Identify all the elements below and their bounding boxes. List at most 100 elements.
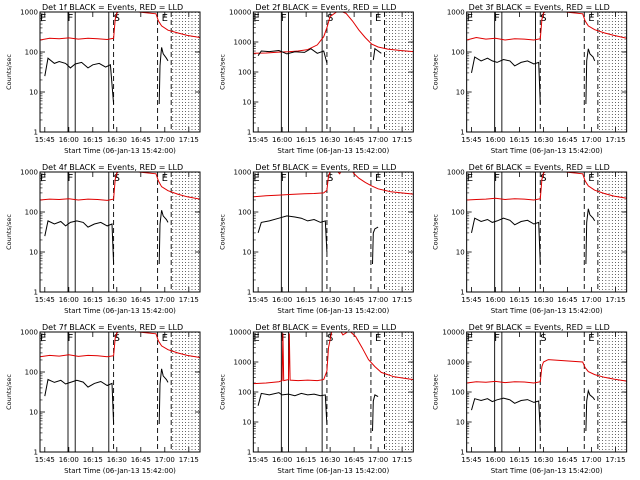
det2-ylabel: Counts/sec xyxy=(218,54,226,90)
det2-series-events-black xyxy=(257,47,382,64)
det1-xtick-label: 16:45 xyxy=(131,136,151,144)
det6-xlabel: Start Time (06-Jan-13 15:42:00) xyxy=(491,307,603,315)
det4-ytick-label: 100 xyxy=(25,209,38,217)
det7-flag-s: S xyxy=(114,333,120,344)
det4-xtick-label: 15:45 xyxy=(35,296,55,304)
det5-xtick-label: 17:00 xyxy=(368,296,388,304)
det8-ylabel: Counts/sec xyxy=(218,374,226,410)
det5-panel: Det 5f BLACK = Events, RED = LLD Counts/s… xyxy=(218,163,414,315)
det3-title: Det 3f BLACK = Events, RED = LLD xyxy=(469,3,610,12)
det9-xtick-label: 15:45 xyxy=(461,456,481,464)
det7-panel: Det 7f BLACK = Events, RED = LLD Counts/s… xyxy=(5,323,201,475)
det4-xtick-label: 16:15 xyxy=(83,296,103,304)
det5-xtick-label: 16:15 xyxy=(296,296,316,304)
det6-flag-e: E xyxy=(467,173,473,184)
det6-xtick-label: 15:45 xyxy=(461,296,481,304)
det7-xtick-label: 16:00 xyxy=(59,456,79,464)
det8-ytick-label: 10000 xyxy=(229,329,251,337)
det2-ytick-label: 1000 xyxy=(234,39,252,47)
det7-series-events-black xyxy=(44,368,169,425)
det9-series-lld-red xyxy=(466,359,627,384)
det8-xtick-label: 17:15 xyxy=(392,456,412,464)
det8-xtick-label: 16:00 xyxy=(272,456,292,464)
det9-series-events-black xyxy=(471,388,596,432)
det6-ytick-label: 1000 xyxy=(447,169,465,177)
det4-series-events-black xyxy=(44,210,169,265)
det4-flag-e: E xyxy=(40,173,46,184)
det5-xlabel: Start Time (06-Jan-13 15:42:00) xyxy=(277,307,389,315)
det2-xtick-label: 16:45 xyxy=(344,136,364,144)
det5-ytick-label: 1000 xyxy=(234,169,252,177)
det9-xtick-label: 16:30 xyxy=(533,456,553,464)
det4-flag-s: S xyxy=(114,173,120,184)
det9-xtick-label: 16:15 xyxy=(509,456,529,464)
det1-xtick-label: 17:00 xyxy=(155,136,175,144)
det2-flag-f: F xyxy=(281,13,287,24)
det8-xtick-label: 15:45 xyxy=(248,456,268,464)
det8-ytick-label: 1 xyxy=(247,449,251,457)
det4-ylabel: Counts/sec xyxy=(5,214,13,250)
det1-xlabel: Start Time (06-Jan-13 15:42:00) xyxy=(64,147,176,155)
det6-series-lld-red xyxy=(466,172,627,201)
det1-xtick-label: 16:15 xyxy=(83,136,103,144)
det6-xtick-label: 16:00 xyxy=(485,296,505,304)
det5-flag-e: E xyxy=(375,173,381,184)
det8-flag-e: E xyxy=(375,333,381,344)
det1-ytick-label: 10 xyxy=(29,89,38,97)
det6-ylabel: Counts/sec xyxy=(432,214,440,250)
det9-ytick-label: 100 xyxy=(451,389,464,397)
det9-flag-e: E xyxy=(588,333,594,344)
det8-ytick-label: 100 xyxy=(238,389,251,397)
det3-flag-e: E xyxy=(467,13,473,24)
det2-ytick-label: 100 xyxy=(238,69,251,77)
det2-xtick-label: 16:00 xyxy=(272,136,292,144)
det7-ytick-label: 100 xyxy=(25,369,38,377)
det3-xtick-label: 15:45 xyxy=(461,136,481,144)
det4-series-lld-red xyxy=(40,172,200,201)
det3-xtick-label: 16:15 xyxy=(509,136,529,144)
det3-ytick-label: 1 xyxy=(460,129,464,137)
det6-xtick-label: 17:00 xyxy=(581,296,601,304)
det4-ytick-label: 10 xyxy=(29,249,38,257)
det4-xtick-label: 17:00 xyxy=(155,296,175,304)
det2-series-lld-red xyxy=(253,12,414,54)
det7-xtick-label: 16:30 xyxy=(107,456,127,464)
det6-ytick-label: 100 xyxy=(451,209,464,217)
det5-ytick-label: 10 xyxy=(242,249,251,257)
det7-flag-e: E xyxy=(40,333,46,344)
det4-flag-f: F xyxy=(68,173,74,184)
det7-xtick-label: 15:45 xyxy=(35,456,55,464)
det1-series-lld-red xyxy=(40,12,200,41)
det1-xtick-label: 16:00 xyxy=(59,136,79,144)
det1-flag-e: E xyxy=(162,13,168,24)
det4-xtick-label: 16:30 xyxy=(107,296,127,304)
det6-flag-e: E xyxy=(588,173,594,184)
det3-xlabel: Start Time (06-Jan-13 15:42:00) xyxy=(491,147,603,155)
det2-plot-frame xyxy=(252,11,414,133)
det7-xtick-label: 16:45 xyxy=(131,456,151,464)
det6-plot-frame xyxy=(466,171,628,293)
det3-ytick-label: 100 xyxy=(451,49,464,57)
det7-title: Det 7f BLACK = Events, RED = LLD xyxy=(42,323,183,332)
det8-xtick-label: 16:30 xyxy=(320,456,340,464)
det2-ytick-label: 10 xyxy=(242,99,251,107)
det2-flag-e: E xyxy=(375,13,381,24)
det9-xtick-label: 17:00 xyxy=(581,456,601,464)
det8-series-lld-red xyxy=(253,332,414,385)
det8-plot-frame xyxy=(252,331,414,453)
det6-xtick-label: 16:45 xyxy=(557,296,577,304)
det2-flag-e: E xyxy=(253,13,259,24)
det7-flag-e: E xyxy=(162,333,168,344)
det4-xtick-label: 16:00 xyxy=(59,296,79,304)
det2-xtick-label: 16:15 xyxy=(296,136,316,144)
det4-title: Det 4f BLACK = Events, RED = LLD xyxy=(42,163,183,172)
det1-xtick-label: 17:15 xyxy=(179,136,199,144)
det5-xtick-label: 16:00 xyxy=(272,296,292,304)
det3-ylabel: Counts/sec xyxy=(432,54,440,90)
det7-xtick-label: 16:15 xyxy=(83,456,103,464)
det1-xtick-label: 15:45 xyxy=(35,136,55,144)
det7-xtick-label: 17:15 xyxy=(179,456,199,464)
det5-series-events-black xyxy=(257,215,379,265)
det8-xtick-label: 16:45 xyxy=(344,456,364,464)
det6-flag-f: F xyxy=(494,173,500,184)
